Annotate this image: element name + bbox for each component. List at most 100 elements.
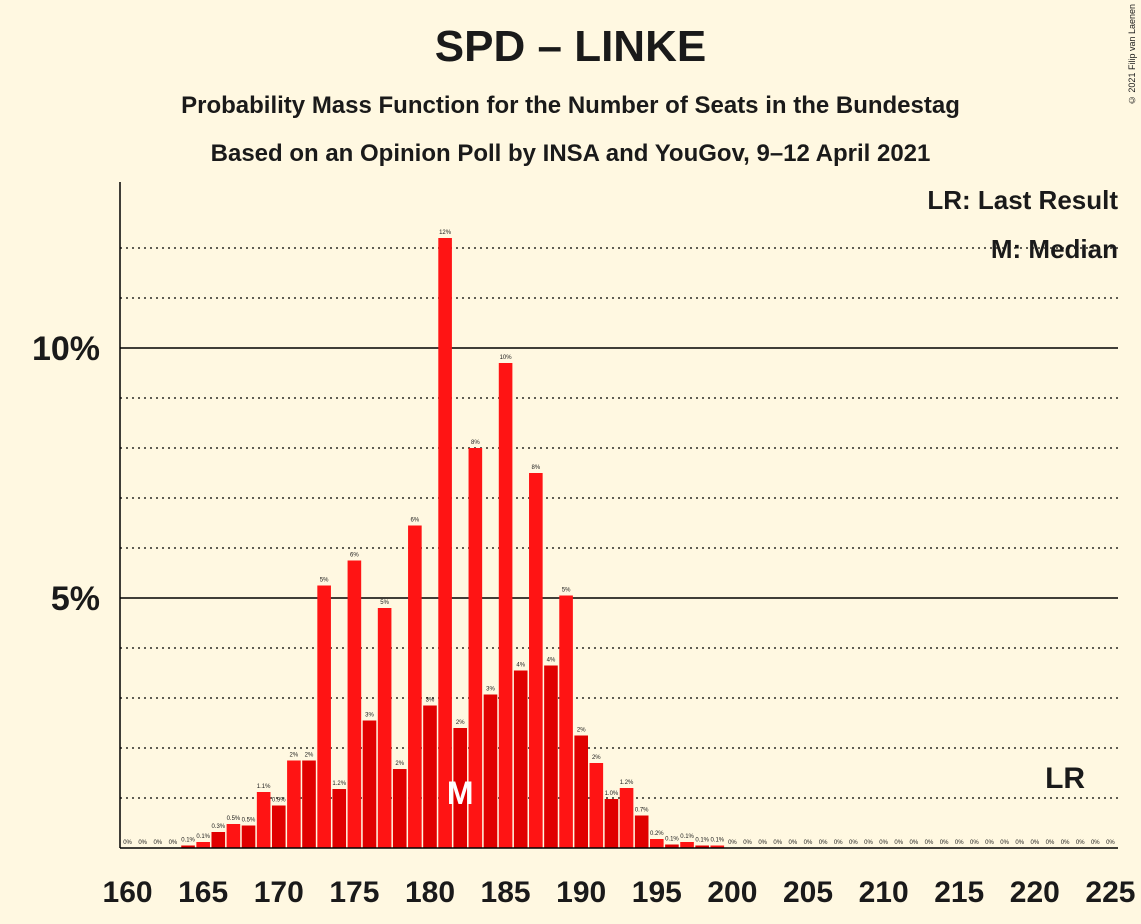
bar-label-seat-208: 0% <box>849 840 858 846</box>
bar-seat-194 <box>634 815 649 848</box>
bar-seat-169 <box>256 792 271 848</box>
bar-label-seat-183: 8% <box>471 440 480 446</box>
x-tick-label-225: 225 <box>1085 876 1135 909</box>
bar-label-seat-181: 12% <box>439 230 452 236</box>
x-tick-label-170: 170 <box>254 876 304 909</box>
median-marker: M <box>447 775 474 811</box>
chart-subtitle-1: Probability Mass Function for the Number… <box>181 92 960 119</box>
chart-title: SPD – LINKE <box>434 22 707 71</box>
x-tick-label-220: 220 <box>1010 876 1060 909</box>
bar-label-seat-175: 6% <box>350 553 359 559</box>
bar-seat-188 <box>544 665 558 848</box>
bar-seat-182 <box>453 728 468 848</box>
bar-label-seat-199: 0.1% <box>710 838 724 844</box>
bar-label-seat-213: 0% <box>925 840 934 846</box>
bar-seat-177 <box>377 608 392 848</box>
bar-label-seat-214: 0% <box>940 840 949 846</box>
bar-label-seat-171: 2% <box>290 753 299 759</box>
bar-label-seat-209: 0% <box>864 840 873 846</box>
bar-label-seat-180: 3% <box>426 698 435 704</box>
bar-label-seat-224: 0% <box>1091 840 1100 846</box>
x-tick-label-200: 200 <box>707 876 757 909</box>
bar-labels: 0% 0% 0% 0% 0.1%0.1%0.3%0.5% 0.5%1.1%0.9%2% 2%… <box>123 230 1115 846</box>
x-tick-label-165: 165 <box>178 876 228 909</box>
chart-subtitle-2: Based on an Opinion Poll by INSA and You… <box>210 140 931 167</box>
bar-label-seat-220: 0% <box>1030 840 1039 846</box>
x-tick-label-195: 195 <box>632 876 682 909</box>
bar-seat-172 <box>302 760 316 848</box>
bar-label-seat-172: 2% <box>305 753 314 759</box>
bar-label-seat-219: 0% <box>1015 840 1024 846</box>
bar-label-seat-198: 0.1% <box>695 838 709 844</box>
bar-seat-167 <box>226 824 241 848</box>
bar-label-seat-190: 2% <box>577 728 586 734</box>
y-axis: 5% 10% <box>32 182 121 848</box>
bar-seat-197 <box>680 842 694 848</box>
bar-seat-173 <box>317 585 331 848</box>
legend-median: M: Median <box>991 234 1118 264</box>
bar-seat-166 <box>211 832 226 848</box>
bar-label-seat-217: 0% <box>985 840 994 846</box>
bar-label-seat-176: 3% <box>365 713 374 719</box>
bar-label-seat-196: 0.1% <box>665 837 679 843</box>
bar-label-seat-182: 2% <box>456 720 465 726</box>
bar-label-seat-223: 0% <box>1076 840 1085 846</box>
bar-seat-186 <box>513 670 528 848</box>
bar-seat-199 <box>710 845 725 848</box>
bar-label-seat-189: 5% <box>562 588 571 594</box>
bar-label-seat-202: 0% <box>758 840 767 846</box>
bar-seat-185 <box>498 363 513 848</box>
bar-seat-191 <box>589 763 604 848</box>
markers: M LR <box>447 762 1086 811</box>
bar-label-seat-179: 6% <box>411 518 420 524</box>
bar-seat-168 <box>241 825 256 848</box>
bar-label-seat-170: 0.9% <box>272 798 286 804</box>
bar-label-seat-211: 0% <box>894 840 903 846</box>
bar-label-seat-215: 0% <box>955 840 964 846</box>
bar-label-seat-221: 0% <box>1046 840 1055 846</box>
bar-label-seat-192: 1.0% <box>605 791 619 797</box>
bar-seat-187 <box>529 473 543 848</box>
bar-seat-176 <box>362 720 377 848</box>
bar-label-seat-193: 1.2% <box>620 780 634 786</box>
bar-label-seat-218: 0% <box>1000 840 1009 846</box>
bar-seat-164 <box>181 845 195 848</box>
y-tick-label-10: 10% <box>32 330 100 368</box>
bar-label-seat-160: 0% <box>123 840 132 846</box>
bar-seat-193 <box>619 788 634 848</box>
bar-label-seat-162: 0% <box>153 840 162 846</box>
bar-seat-184 <box>483 694 498 848</box>
bar-label-seat-187: 8% <box>531 465 540 471</box>
x-tick-label-180: 180 <box>405 876 455 909</box>
bar-seat-165 <box>196 842 210 848</box>
legend-last-result: LR: Last Result <box>927 185 1118 215</box>
bar-label-seat-207: 0% <box>834 840 843 846</box>
x-tick-label-205: 205 <box>783 876 833 909</box>
bar-seat-181 <box>438 238 452 848</box>
bar-label-seat-174: 1.2% <box>332 781 346 787</box>
bar-label-seat-169: 1.1% <box>257 784 271 790</box>
bar-seat-198 <box>695 845 709 848</box>
bar-label-seat-205: 0% <box>804 840 813 846</box>
x-axis: 160 165 170 175 180 185 190 195 200 205 210 215 220 2… <box>103 847 1135 909</box>
bar-seat-174 <box>332 789 347 848</box>
bar-label-seat-195: 0.2% <box>650 831 664 837</box>
bar-seat-192 <box>604 799 619 848</box>
bar-seat-189 <box>559 595 573 848</box>
bar-seat-170 <box>271 805 286 848</box>
bar-label-seat-203: 0% <box>773 840 782 846</box>
bar-label-seat-210: 0% <box>879 840 888 846</box>
bar-seat-179 <box>408 525 422 848</box>
gridlines <box>120 247 1118 799</box>
x-tick-label-190: 190 <box>556 876 606 909</box>
bar-label-seat-225: 0% <box>1106 840 1115 846</box>
bar-label-seat-168: 0.5% <box>242 818 256 824</box>
bar-label-seat-188: 4% <box>547 658 556 664</box>
bar-label-seat-201: 0% <box>743 840 752 846</box>
bar-label-seat-185: 10% <box>500 355 513 361</box>
bar-label-seat-206: 0% <box>819 840 828 846</box>
bar-label-seat-163: 0% <box>169 840 178 846</box>
bar-label-seat-191: 2% <box>592 755 601 761</box>
bar-label-seat-161: 0% <box>138 840 147 846</box>
bar-label-seat-165: 0.1% <box>196 834 210 840</box>
